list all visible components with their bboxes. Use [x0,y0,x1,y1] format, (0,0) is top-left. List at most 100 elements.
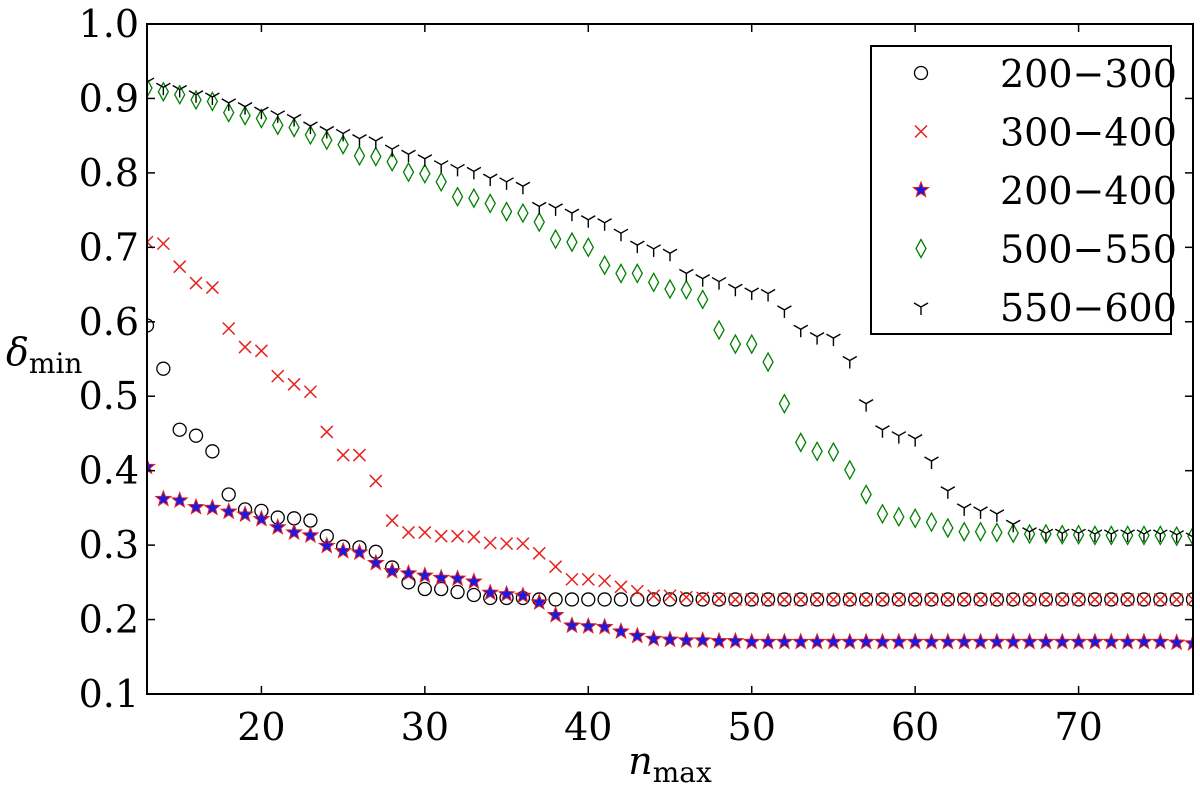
point [677,630,696,649]
point [893,506,905,528]
point [238,340,252,354]
point [973,592,988,607]
point [844,459,856,481]
point [255,108,268,129]
point [286,113,302,127]
point [419,163,431,184]
point [546,605,565,623]
point [582,236,595,258]
point [1020,632,1039,650]
point [530,593,549,611]
point [858,592,874,607]
point [808,632,827,650]
point [859,592,873,606]
point [156,237,170,251]
point [826,592,840,606]
point [598,254,611,276]
point [987,632,1006,650]
point [451,529,465,543]
point [1169,592,1184,607]
point [548,203,563,216]
point [237,102,253,115]
point [205,444,220,459]
point [678,268,694,282]
point [989,509,1005,522]
point [597,218,612,231]
point [842,355,858,369]
point [827,441,840,463]
point [824,632,843,650]
point [564,592,580,607]
point [254,344,268,358]
point [516,537,530,551]
point [924,456,939,469]
point [842,592,857,607]
point [286,511,302,526]
y-axis-label: δmin [6,330,82,380]
point [644,629,663,647]
point [1055,592,1070,607]
point [303,513,318,528]
point [840,632,859,650]
point [1121,592,1135,606]
point [147,77,155,91]
point [925,511,938,533]
point [646,592,661,607]
point [565,572,579,586]
point [680,279,693,301]
point [811,440,823,462]
legend-marker [913,302,929,315]
point [744,287,760,300]
point [385,514,399,528]
point [1136,529,1152,542]
point [974,592,988,606]
point [402,161,415,183]
point [401,525,416,539]
point [320,425,334,439]
point [1185,532,1193,545]
point [938,632,957,650]
legend-label: 300−400 [1000,111,1177,155]
plot-frame [146,23,1194,695]
point [205,281,219,295]
point [581,572,595,586]
point [1151,632,1170,650]
point [612,622,630,640]
point [795,432,807,453]
point [793,324,809,338]
point [1087,592,1103,607]
point [466,587,482,603]
point [629,240,645,254]
point [661,630,679,648]
point [1167,633,1186,651]
point [875,592,889,606]
point [188,90,204,103]
point [1023,523,1036,545]
point [531,201,547,215]
point [909,507,921,529]
point [777,592,792,607]
point [1185,592,1193,607]
point [270,110,286,123]
legend-label: 500−550 [1000,228,1177,272]
point [369,474,383,488]
point [450,584,465,600]
point [679,592,694,607]
point [580,215,596,228]
point [826,333,841,347]
point [513,586,532,604]
point [301,526,320,544]
point [334,541,353,559]
y-tick-label: 0.3 [79,523,139,567]
x-tick-label: 20 [237,705,285,749]
point [271,369,285,383]
point [662,248,678,262]
point [1102,632,1121,650]
point [187,497,205,515]
point [630,584,644,598]
point [1170,592,1184,606]
point [352,134,367,147]
point [1184,633,1193,651]
point [664,278,676,300]
